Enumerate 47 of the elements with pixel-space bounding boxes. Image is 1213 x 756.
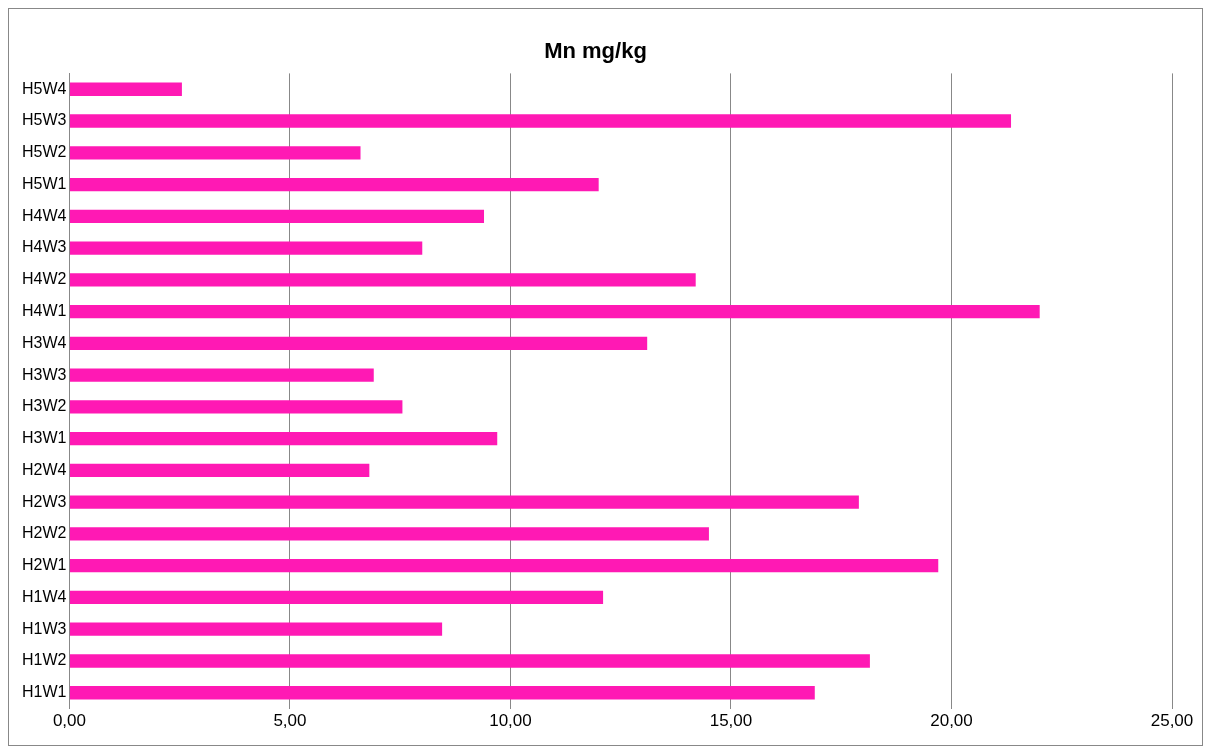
y-tick-label: H5W3: [22, 111, 67, 129]
bar: [69, 622, 443, 636]
bar: [69, 400, 403, 414]
y-tick-label: H2W3: [22, 492, 67, 510]
y-tick-label: H3W1: [22, 429, 67, 447]
bar: [69, 273, 696, 287]
bar: [69, 527, 709, 541]
y-tick-label: H3W3: [22, 365, 67, 383]
bar: [69, 559, 939, 573]
y-tick-label: H2W2: [22, 524, 67, 542]
bar: [69, 114, 1012, 128]
y-tick-label: H1W3: [22, 619, 67, 637]
bar: [69, 686, 815, 700]
bar: [69, 431, 498, 446]
x-tick-label: 10,00: [489, 711, 532, 731]
chart-title: Mn mg/kg: [544, 38, 647, 64]
y-tick-label: H3W4: [22, 333, 67, 351]
x-tick-label: 5,00: [273, 711, 307, 731]
x-tick-label: 0,00: [52, 711, 86, 731]
y-tick-label: H5W2: [22, 143, 67, 161]
bar: [69, 177, 599, 192]
bar: [69, 495, 859, 509]
y-tick-label: H5W1: [22, 174, 67, 192]
bar: [69, 368, 374, 382]
x-tick-label: 20,00: [930, 711, 973, 731]
bar: [69, 463, 370, 478]
y-tick-label: H1W1: [22, 683, 67, 701]
y-tick-label: H4W4: [22, 206, 67, 224]
y-tick-label: H1W4: [22, 587, 67, 605]
bar: [69, 209, 485, 223]
y-tick-label: H4W1: [22, 302, 67, 320]
y-tick-label: H4W3: [22, 238, 67, 256]
y-tick-label: H1W2: [22, 651, 67, 669]
bar: [69, 590, 604, 605]
bar: [69, 304, 1040, 319]
x-tick-label: 15,00: [709, 711, 753, 731]
bar: [69, 241, 423, 255]
x-tick-label: 25,00: [1150, 711, 1194, 731]
y-tick-label: H2W4: [22, 460, 67, 478]
bar: [69, 336, 648, 351]
y-tick-label: H2W1: [22, 556, 67, 574]
y-tick-label: H4W2: [22, 270, 67, 288]
bar: [69, 146, 361, 160]
bar: [69, 82, 182, 96]
y-tick-label: H3W2: [22, 397, 67, 415]
bar: [69, 654, 870, 668]
y-tick-label: H5W4: [22, 79, 67, 97]
